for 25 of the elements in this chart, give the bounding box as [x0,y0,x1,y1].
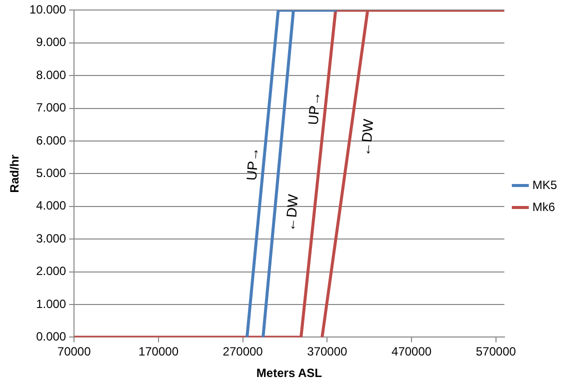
x-tick-label: 370000 [307,344,348,359]
legend-label: MK5 [532,178,558,192]
y-tick-label: 10.000 [29,2,66,17]
x-tick-label: 70000 [57,344,92,359]
annotation: UP→ [243,146,262,182]
y-tick-label: 8.000 [36,68,66,82]
y-tick-label: 6.000 [36,133,66,148]
x-axis-title: Meters ASL [256,366,322,380]
annotation: ←DW [357,118,376,157]
y-tick-label: 0.000 [36,330,66,344]
y-tick-label: 2.000 [36,264,66,278]
y-tick-label: 7.000 [36,100,66,115]
legend-label: Mk6 [532,200,556,214]
y-axis-title: Rad/hr [8,154,22,193]
y-tick-label: 4.000 [36,198,66,213]
y-tick-label: 9.000 [36,35,66,50]
y-tick-label: 5.000 [36,166,66,180]
y-tick-label: 3.000 [36,231,66,246]
annotation: UP→ [304,90,324,126]
y-tick-label: 1.000 [36,296,66,311]
x-tick-label: 270000 [222,344,264,359]
annotation: ←DW [282,192,301,232]
x-tick-label: 570000 [476,344,516,359]
x-tick-label: 170000 [138,344,179,359]
x-tick-label: 470000 [392,344,432,359]
